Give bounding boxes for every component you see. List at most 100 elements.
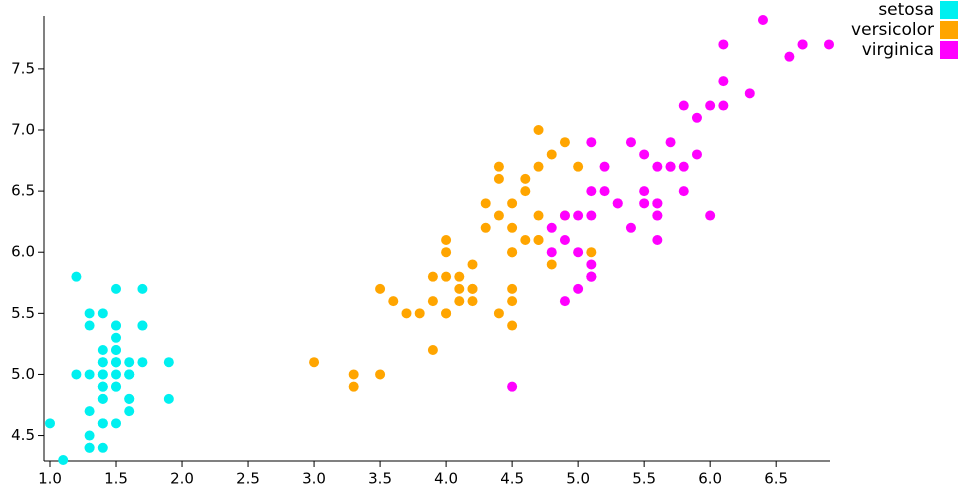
point <box>652 198 663 209</box>
point <box>665 161 676 172</box>
point <box>705 210 716 221</box>
point <box>586 259 597 270</box>
point <box>97 308 108 319</box>
point <box>533 210 544 221</box>
point <box>441 235 452 245</box>
point <box>454 283 465 294</box>
x-tick-label: 2.0 <box>170 470 194 488</box>
point <box>111 357 122 368</box>
point <box>441 271 452 282</box>
x-tick-label: 6.0 <box>698 470 722 488</box>
x-tick-label: 1.5 <box>104 470 128 488</box>
point <box>71 369 82 380</box>
x-tick-label: 6.5 <box>764 470 788 488</box>
point <box>612 198 623 209</box>
point <box>824 39 834 50</box>
point <box>573 247 584 258</box>
point <box>586 271 597 282</box>
point <box>427 296 438 307</box>
point <box>507 381 518 392</box>
point <box>507 222 518 233</box>
point <box>573 283 584 294</box>
y-tick-label: 6.0 <box>11 243 35 261</box>
point <box>705 100 716 111</box>
point <box>84 442 95 453</box>
point <box>573 161 584 172</box>
x-tick-label: 5.5 <box>632 470 656 488</box>
point <box>137 283 148 294</box>
point <box>520 186 531 197</box>
point <box>493 161 504 172</box>
point <box>757 15 768 25</box>
point <box>652 235 663 245</box>
point <box>625 222 636 233</box>
point <box>124 406 135 417</box>
point <box>507 198 518 209</box>
point <box>678 161 689 172</box>
x-tick-label: 1.0 <box>38 470 62 488</box>
legend-swatch <box>940 41 958 59</box>
point <box>124 393 135 404</box>
point <box>546 149 557 160</box>
point <box>691 149 702 160</box>
y-tick-label: 6.5 <box>11 182 35 200</box>
legend-swatch <box>940 1 958 19</box>
point <box>507 283 518 294</box>
point <box>58 455 69 465</box>
point <box>124 357 135 368</box>
point <box>507 320 518 331</box>
point <box>533 161 544 172</box>
point <box>454 271 465 282</box>
point <box>639 149 650 160</box>
y-tick-label: 5.0 <box>11 365 35 383</box>
point <box>480 198 491 209</box>
x-tick-label: 4.5 <box>500 470 524 488</box>
point <box>427 345 438 355</box>
y-tick-label: 7.0 <box>11 121 35 139</box>
x-tick-label: 3.0 <box>302 470 326 488</box>
point <box>546 247 557 258</box>
point <box>401 308 412 319</box>
point <box>97 442 108 453</box>
point <box>309 357 320 368</box>
x-tick-label: 2.5 <box>236 470 260 488</box>
point <box>678 100 689 111</box>
point <box>718 76 729 87</box>
point <box>507 247 518 258</box>
point <box>454 296 465 307</box>
point <box>784 51 795 62</box>
point <box>625 137 636 148</box>
point <box>599 161 610 172</box>
point <box>97 357 108 368</box>
point <box>137 320 148 331</box>
point <box>678 186 689 197</box>
point <box>718 100 729 111</box>
point <box>744 88 755 99</box>
point <box>111 418 122 429</box>
legend-swatch <box>940 21 958 39</box>
legend-label: virginica <box>862 40 934 60</box>
point <box>348 381 359 392</box>
point <box>388 296 399 307</box>
point <box>559 210 570 221</box>
point <box>84 308 95 319</box>
point <box>441 308 452 319</box>
point <box>652 161 663 172</box>
point <box>414 308 425 319</box>
point <box>546 259 557 270</box>
point <box>467 283 478 294</box>
point <box>520 235 531 245</box>
point <box>111 345 122 355</box>
point <box>480 222 491 233</box>
point <box>797 39 808 50</box>
x-tick-label: 4.0 <box>434 470 458 488</box>
y-tick-label: 7.5 <box>11 59 35 77</box>
point <box>84 430 95 441</box>
point <box>493 173 504 184</box>
point <box>467 259 478 270</box>
point <box>586 186 597 197</box>
point <box>691 112 702 123</box>
point <box>718 39 729 50</box>
point <box>652 210 663 221</box>
